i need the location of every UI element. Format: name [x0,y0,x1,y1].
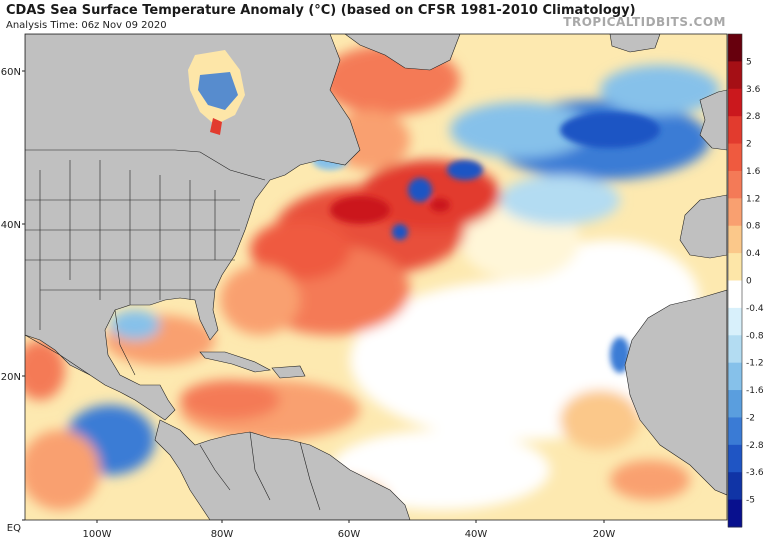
colorbar-swatch [728,362,742,391]
colorbar-label: 2.8 [746,112,761,122]
brand-watermark: TROPICALTIDBITS.COM [563,15,726,29]
axis-ticks [22,70,605,523]
lon-label-40w: 40W [465,529,488,540]
greenland-land [344,34,461,71]
latitude-labels: 60N 40N 20N EQ [1,67,21,534]
iceland-land [609,34,661,53]
cuba-land [199,351,271,373]
land-layer [25,34,727,520]
colorbar-swatch [728,444,742,473]
colorbar-swatch [728,88,742,117]
anomaly-field [25,34,727,520]
colorbar-label: 2 [746,140,752,150]
lat-label-60n: 60N [1,67,21,78]
analysis-time: Analysis Time: 06z Nov 09 2020 [6,20,167,31]
colorbar-label: 5 [746,57,752,67]
colorbar-label: 1.6 [746,167,761,177]
colorbar-label: 0 [746,277,752,287]
colorbar-swatch [728,61,742,90]
colorbar-swatch [728,335,742,364]
north-america-land [25,34,361,421]
colorbar-swatch [728,499,742,528]
lon-label-100w: 100W [83,529,112,540]
colorbar-swatch [728,225,742,254]
colorbar-label: -2.8 [746,441,764,451]
colorbar-swatch [728,390,742,418]
lat-label-40n: 40N [1,220,21,231]
border-lines [25,149,321,511]
colorbar-label: -2 [746,413,755,423]
iberia-land [679,194,727,259]
colorbar-swatch [728,253,742,281]
colorbar-label: -1.6 [746,386,764,396]
hispaniola-land [271,365,306,379]
colorbar-label: 0.4 [746,249,761,259]
longitude-labels: 100W 80W 60W 40W 20W [83,529,616,540]
colorbar-swatch [728,417,742,446]
colorbar-label: -0.8 [746,331,764,341]
colorbar-swatch [728,280,742,309]
south-america-land [154,419,411,520]
lat-label-eq: EQ [7,523,21,534]
british-isles-land [699,89,727,151]
colorbar-swatch [728,307,742,336]
colorbar-swatch [728,198,742,227]
colorbar-label: -3.6 [746,468,764,478]
africa-land [624,289,727,496]
colorbar-swatch [728,116,742,145]
colorbar-label: -0.4 [746,304,764,314]
colorbar-swatch [728,34,742,62]
lat-label-20n: 20N [1,372,21,383]
colorbar-label: -5 [746,496,755,506]
colorbar: 5 3.6 2.8 2 1.6 1.2 0.8 0.4 0 -0.4 -0.8 -1.2 -1.6 -2 -… [727,33,764,528]
colorbar-swatch [728,472,742,501]
lon-label-20w: 20W [593,529,616,540]
colorbar-swatch [728,143,742,172]
lon-label-80w: 80W [211,529,234,540]
chart-title: CDAS Sea Surface Temperature Anomaly (°C… [6,3,636,18]
colorbar-label: 1.2 [746,194,760,204]
colorbar-swatch [728,170,742,199]
lon-label-60w: 60W [338,529,361,540]
colorbar-label: 3.6 [746,85,761,95]
map-frame [24,33,728,521]
colorbar-label: -1.2 [746,359,764,369]
hudson-bay [188,50,245,135]
colorbar-label: 0.8 [746,222,761,232]
colorbar-frame [727,33,743,528]
